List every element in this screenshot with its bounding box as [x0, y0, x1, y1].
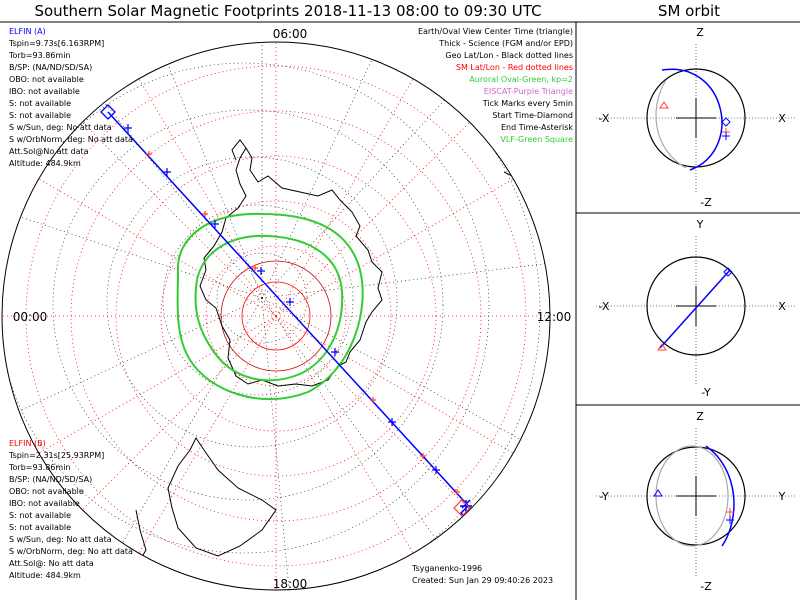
- orbit-title: SM orbit: [657, 2, 721, 20]
- time-label-right: 12:00: [537, 310, 572, 324]
- credits: Tsyganenko-1996 Created: Sun Jan 29 09:4…: [412, 563, 553, 587]
- orbit3-left-label: -Y: [599, 490, 609, 503]
- probe-a-line: S: not available: [9, 111, 72, 120]
- peninsula-coastline: [231, 139, 247, 161]
- auroral-oval-inner: [194, 234, 344, 382]
- sm-lat-circle: [220, 260, 332, 372]
- probe-a-line: S w/Sun, deg: No att data: [9, 123, 112, 132]
- probe-a-line: B/SP: (NA/ND/SD/SA): [9, 63, 93, 72]
- map-boundary: [1, 41, 551, 591]
- orbit1-left-label: -X: [599, 112, 610, 125]
- probe-a-line: OBO: not available: [9, 75, 84, 84]
- probe-b-line: Tspin=2.31s[25.93RPM]: [9, 451, 105, 460]
- probe-b-line: Att.Sol@: No att data: [9, 559, 94, 568]
- sm-grid: [2, 42, 550, 590]
- orbit2-left-label: -X: [599, 300, 610, 313]
- orbit1-right-label: X: [778, 112, 786, 125]
- orbit1-top-label: Z: [696, 26, 704, 39]
- probe-b-name: ELFIN (B): [9, 439, 46, 448]
- probe-b-info: ELFIN (B) Tspin=2.31s[25.93RPM] Torb=93.…: [9, 438, 133, 582]
- continent-edge-coastline: [167, 437, 277, 557]
- legend-entry: Auroral Oval-Green, kp=2: [469, 75, 573, 84]
- probe-b-line: S: not available: [9, 523, 72, 532]
- created-timestamp: Created: Sun Jan 29 09:40:26 2023: [412, 576, 554, 585]
- auroral-oval-outer: [176, 212, 364, 401]
- time-label-bottom: 18:00: [273, 577, 308, 591]
- probe-a-line: S w/OrbNorm, deg: No att data: [9, 135, 133, 144]
- orbit-panel-xz: Z -Z -X X: [596, 26, 796, 209]
- probe-a-line: Tspin=9.73s[6.163RPM]: [9, 39, 105, 48]
- legend-entry: SM Lat/Lon - Red dotted lines: [455, 63, 573, 72]
- probe-a-line: Att.Sol@No att data: [9, 147, 89, 156]
- legend-entry: EISCAT-Purple Triangle: [483, 87, 573, 96]
- orbit-panel-yz: Z -Z -Y Y: [596, 410, 796, 593]
- probe-b-line: B/SP: (NA/ND/SD/SA): [9, 475, 93, 484]
- orbit1-bottom-label: -Z: [700, 196, 712, 209]
- probe-b-line: S w/OrbNorm, deg: No att data: [9, 547, 133, 556]
- orbit3-right-label: Y: [778, 490, 786, 503]
- legend-entry: End Time-Asterisk: [500, 123, 573, 132]
- antarctica-coastline: [199, 147, 383, 387]
- time-label-top: 06:00: [273, 27, 308, 41]
- orbit2-bottom-label: -Y: [701, 386, 711, 399]
- legend-entry: Tick Marks every 5min: [482, 99, 573, 108]
- orbit-panel-xy: Y -Y -X X: [596, 218, 796, 399]
- probe-b-line: OBO: not available: [9, 487, 84, 496]
- legend-entry: Start Time-Diamond: [492, 111, 573, 120]
- model-credit: Tsyganenko-1996: [412, 564, 483, 573]
- probe-b-line: Torb=93.86min: [9, 463, 71, 472]
- probe-b-end-marker: [453, 499, 471, 517]
- probe-a-tick-marks: [124, 124, 440, 474]
- plot-title: Southern Solar Magnetic Footprints 2018-…: [34, 2, 542, 20]
- probe-a-line: S: not available: [9, 99, 72, 108]
- orbit2-right-label: X: [778, 300, 786, 313]
- new-zealand-coastline: [135, 509, 147, 561]
- probe-b-line: IBO: not available: [9, 499, 80, 508]
- legend-entry: Earth/Oval View Center Time (triangle): [417, 27, 573, 36]
- probe-b-tick-marks: [146, 151, 460, 495]
- probe-a-line: Altitude: 484.9km: [9, 159, 81, 168]
- legend: Earth/Oval View Center Time (triangle) T…: [418, 26, 573, 146]
- orbit3-top-label: Z: [696, 410, 704, 423]
- probe-a-line: IBO: not available: [9, 87, 80, 96]
- orbit2-top-label: Y: [696, 218, 704, 231]
- probe-a-footprint-track: [107, 111, 475, 513]
- legend-entry: Thick - Science (FGM and/or EPD): [439, 39, 573, 48]
- probe-a-start-marker: [100, 104, 116, 120]
- probe-b-line: S w/Sun, deg: No att data: [9, 535, 112, 544]
- time-label-left: 00:00: [13, 310, 48, 324]
- sm-pole-circle: [241, 281, 311, 351]
- probe-b-line: S: not available: [9, 511, 72, 520]
- probe-b-line: Altitude: 484.9km: [9, 571, 81, 580]
- orbit3-bottom-label: -Z: [700, 580, 712, 593]
- probe-a-line: Torb=93.86min: [9, 51, 71, 60]
- legend-entry: Geo Lat/Lon - Black dotted lines: [445, 51, 573, 60]
- probe-a-name: ELFIN (A): [9, 27, 46, 36]
- legend-entry: VLF-Green Square: [500, 135, 573, 144]
- probe-a-info: ELFIN (A) Tspin=9.73s[6.163RPM] Torb=93.…: [9, 26, 133, 170]
- south-america-coastline: [503, 167, 535, 179]
